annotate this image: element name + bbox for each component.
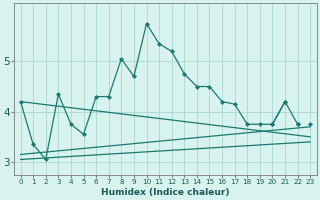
X-axis label: Humidex (Indice chaleur): Humidex (Indice chaleur)	[101, 188, 230, 197]
